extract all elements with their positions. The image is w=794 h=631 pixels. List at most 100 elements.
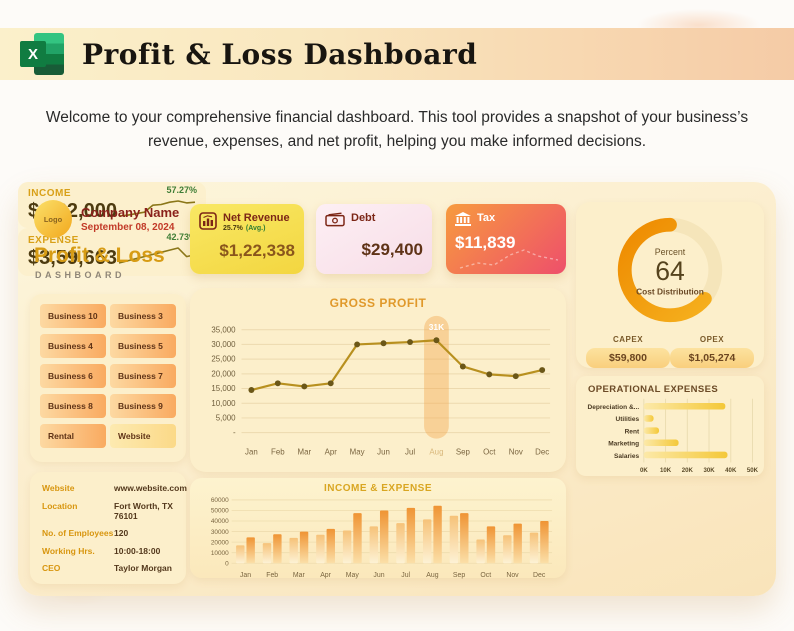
expense-summary-label: EXPENSE <box>28 234 79 246</box>
business-button-3[interactable]: Business 3 <box>110 304 176 328</box>
bank-icon <box>455 212 471 226</box>
debt-card: Debt $29,400 <box>316 204 432 274</box>
svg-text:Utilities: Utilities <box>615 416 639 423</box>
svg-text:Cost Distribution: Cost Distribution <box>636 287 704 297</box>
expense-percent: 42.73% <box>166 232 197 242</box>
svg-text:60000: 60000 <box>211 497 229 504</box>
svg-text:25,000: 25,000 <box>211 355 236 364</box>
net-revenue-percent: 25.7% <box>223 225 243 233</box>
operational-expenses-title: OPERATIONAL EXPENSES <box>588 384 719 395</box>
svg-text:Sep: Sep <box>456 447 471 456</box>
income-summary-label: INCOME <box>28 187 71 199</box>
svg-text:Aug: Aug <box>429 447 443 456</box>
expense-summary-value: $3,59,663 <box>28 246 117 269</box>
business-button-7[interactable]: Business 7 <box>110 364 176 388</box>
debt-value: $29,400 <box>361 240 423 259</box>
svg-text:15,000: 15,000 <box>211 384 236 393</box>
svg-text:Feb: Feb <box>266 572 278 579</box>
page-title: Profit & Loss Dashboard <box>82 37 478 71</box>
svg-text:31K: 31K <box>429 322 444 332</box>
tax-label: Tax <box>477 212 496 224</box>
svg-text:Depreciation &...: Depreciation &... <box>587 404 639 411</box>
operational-expenses-chart: 0K 10K 20K 30K 40K 50K Depreciation &... Utilit… <box>582 395 760 482</box>
header-bar: X Profit & Loss Dashboard <box>0 28 794 80</box>
income-expense-chart: 60000 50000 40000 30000 20000 10000 0 Jan Feb Mar… <box>198 494 558 590</box>
svg-text:May: May <box>346 572 360 579</box>
info-label-website: Website <box>42 483 75 493</box>
svg-text:0: 0 <box>225 560 229 567</box>
gross-profit-card: GROSS PROFIT 35,000 30,000 25,000 20,000 15,… <box>190 288 566 472</box>
svg-text:Apr: Apr <box>325 447 338 456</box>
info-value-hours: 10:00-18:00 <box>114 545 161 556</box>
info-label-hours: Working Hrs. <box>42 545 95 556</box>
svg-text:Jul: Jul <box>401 572 410 579</box>
svg-text:50K: 50K <box>747 467 759 474</box>
expense-sparkline <box>117 243 197 272</box>
svg-text:20,000: 20,000 <box>211 369 236 378</box>
svg-text:30K: 30K <box>703 467 715 474</box>
svg-text:50000: 50000 <box>211 508 229 515</box>
svg-text:Rent: Rent <box>625 428 640 435</box>
business-button-5[interactable]: Business 5 <box>110 334 176 358</box>
svg-text:64: 64 <box>655 256 685 286</box>
svg-text:35,000: 35,000 <box>211 325 236 334</box>
svg-text:40000: 40000 <box>211 518 229 525</box>
business-button-website[interactable]: Website <box>110 424 176 448</box>
svg-text:Dec: Dec <box>535 447 549 456</box>
svg-text:Salaries: Salaries <box>614 453 639 460</box>
info-value-website: www.website.com <box>114 483 187 493</box>
business-button-10[interactable]: Business 10 <box>40 304 106 328</box>
company-header: Logo Company Name September 08, 2024 <box>34 200 179 238</box>
svg-text:Mar: Mar <box>298 447 312 456</box>
svg-text:Nov: Nov <box>509 447 523 456</box>
business-button-6[interactable]: Business 6 <box>40 364 106 388</box>
expense-summary-card: EXPENSE $3,59,663 42.73% <box>18 228 206 276</box>
capex-value: $59,800 <box>586 348 670 368</box>
dashboard-panel: Logo Company Name September 08, 2024 Pro… <box>18 182 776 596</box>
info-label-location: Location <box>42 500 78 511</box>
net-revenue-card: Net Revenue 25.7% (Avg.) $1,22,338 <box>190 204 304 274</box>
business-button-rental[interactable]: Rental <box>40 424 106 448</box>
svg-text:-: - <box>233 428 236 437</box>
business-button-8[interactable]: Business 8 <box>40 394 106 418</box>
excel-logo-icon: X <box>20 32 66 76</box>
income-sparkline <box>117 196 197 225</box>
info-value-ceo: Taylor Morgan <box>114 563 172 573</box>
info-value-location: Fort Worth, TX 76101 <box>114 500 173 521</box>
opex-value: $1,05,274 <box>670 348 754 368</box>
operational-expenses-card: OPERATIONAL EXPENSES 0K 10K 20K 30K 40K 50K De… <box>576 376 764 476</box>
intro-text: Welcome to your comprehensive financial … <box>45 109 749 151</box>
svg-text:10K: 10K <box>660 467 672 474</box>
income-expense-card: INCOME & EXPENSE 60000 50000 40000 30000 200… <box>190 478 566 579</box>
svg-text:Mar: Mar <box>293 572 306 579</box>
svg-text:40K: 40K <box>725 467 737 474</box>
svg-text:Jul: Jul <box>405 447 415 456</box>
svg-text:Dec: Dec <box>533 572 546 579</box>
svg-text:20000: 20000 <box>211 539 229 546</box>
svg-text:30000: 30000 <box>211 529 229 536</box>
gross-profit-title: GROSS PROFIT <box>329 296 427 310</box>
tax-value: $11,839 <box>455 233 516 252</box>
svg-text:Jan: Jan <box>240 572 251 579</box>
svg-text:Jan: Jan <box>245 447 258 456</box>
business-selector-grid: Business 10 Business 3 Business 4 Busine… <box>40 304 176 452</box>
svg-text:Oct: Oct <box>480 572 491 579</box>
info-label-employees: No. of Employees <box>42 528 114 538</box>
opex-label: OPEX <box>699 335 725 344</box>
svg-text:Jun: Jun <box>377 447 390 456</box>
info-value-employees: 120 <box>114 528 129 538</box>
business-button-9[interactable]: Business 9 <box>110 394 176 418</box>
cost-distribution-donut: Percent 64 Cost Distribution <box>586 206 754 334</box>
capex-label: CAPEX <box>612 335 644 344</box>
gross-profit-chart: 35,000 30,000 25,000 20,000 15,000 10,000 5,00… <box>198 310 558 465</box>
cost-distribution-card: Percent 64 Cost Distribution CAPEX $59,8… <box>576 202 764 368</box>
debt-label: Debt <box>351 212 376 224</box>
company-logo: Logo <box>34 200 72 238</box>
tax-card: Tax $11,839 <box>446 204 566 274</box>
svg-text:5,000: 5,000 <box>216 414 236 423</box>
svg-text:Aug: Aug <box>426 572 438 579</box>
business-button-4[interactable]: Business 4 <box>40 334 106 358</box>
svg-text:Feb: Feb <box>271 447 285 456</box>
svg-text:10,000: 10,000 <box>211 399 236 408</box>
